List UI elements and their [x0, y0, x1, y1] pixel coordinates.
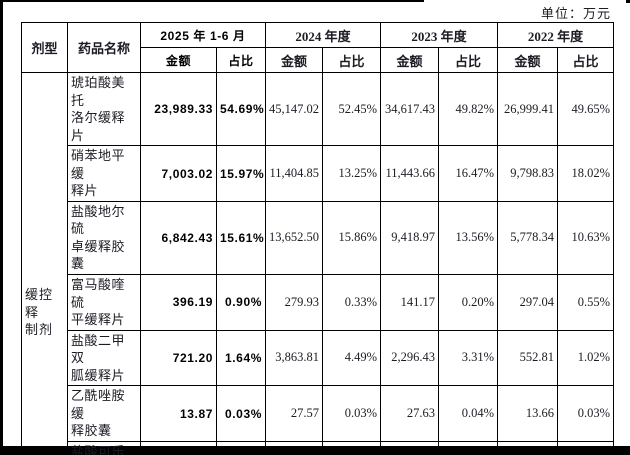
- amount-value: 279.93: [265, 274, 323, 331]
- share-value: 10.63%: [557, 200, 615, 276]
- amount-value: 23,989.33: [140, 71, 217, 147]
- unit-label: 单位：万元: [540, 6, 611, 21]
- amount-value: 11,404.85: [265, 145, 323, 202]
- header-share: 占比: [216, 47, 266, 73]
- share-value: 49.82%: [438, 71, 499, 147]
- header-amount: 金额: [497, 47, 559, 73]
- amount-value: 2,296.43: [380, 329, 440, 387]
- amount-value: 6,842.43: [140, 200, 217, 276]
- share-value: 54.69%: [216, 71, 266, 147]
- amount-value: 27.57: [265, 385, 323, 442]
- drug-name: 琥珀酸美托 洛尔缓释片: [67, 71, 141, 147]
- header-dosage-form: 剂型: [21, 22, 68, 73]
- amount-value: 7,003.02: [140, 145, 217, 202]
- amount-value: 9,418.97: [380, 200, 440, 276]
- drug-name: 乙酰唑胺缓 释胶囊: [67, 385, 141, 442]
- share-value: 1.64%: [216, 329, 266, 387]
- amount-value: 203.14: [380, 440, 440, 455]
- share-value: 0.26%: [557, 440, 615, 455]
- amount-value: 297.04: [497, 274, 559, 331]
- page-edge-top: [0, 0, 424, 2]
- header-period: 2025 年 1-6 月: [140, 22, 266, 48]
- header-period: 2024 年度: [264, 22, 382, 48]
- drug-name: 盐酸二甲双 胍缓释片: [67, 329, 141, 387]
- page-edge-corner: [626, 0, 630, 3]
- share-value: 13.25%: [321, 145, 382, 202]
- share-value: 15.86%: [321, 200, 382, 276]
- share-value: 0.55%: [557, 274, 615, 331]
- amount-value: 13.87: [140, 385, 217, 442]
- table-header: 剂型 药品名称 2025 年 1-6 月 2024 年度 2023 年度 2022 年度金…: [21, 22, 615, 73]
- amount-value: 3,863.81: [265, 329, 323, 387]
- share-value: 0.02%: [216, 440, 266, 455]
- share-value: 16.47%: [438, 145, 499, 202]
- share-value: 52.45%: [321, 71, 382, 147]
- share-value: 0.03%: [321, 385, 382, 442]
- header-amount: 金额: [265, 47, 323, 73]
- amount-value: 34,617.43: [380, 71, 440, 147]
- table-row: 硝苯地平缓 释片 7,003.02 15.97% 11,404.85 13.25% 11,…: [22, 145, 615, 202]
- table-row: 缓控释 制剂 琥珀酸美托 洛尔缓释片 23,989.33 54.69% 45,147.0…: [21, 71, 615, 455]
- drug-name: 盐酸地尔硫 卓缓释胶囊: [67, 200, 141, 276]
- share-value: 1.02%: [557, 329, 615, 387]
- share-value: 0.04%: [438, 385, 499, 442]
- amount-value: 26,999.41: [497, 71, 559, 147]
- dosage-form-group: 缓控释 制剂: [21, 71, 68, 455]
- amount-value: 396.19: [140, 274, 217, 331]
- header-share: 占比: [438, 47, 499, 73]
- amount-value: 721.20: [140, 329, 217, 387]
- header-share: 占比: [321, 47, 382, 73]
- amount-value: 552.81: [497, 329, 559, 387]
- amount-value: 11,443.66: [380, 145, 440, 202]
- header-amount: 金额: [380, 47, 440, 73]
- table-body: 缓控释 制剂 琥珀酸美托 洛尔缓释片 23,989.33 54.69% 45,147.0…: [21, 71, 615, 455]
- share-value: 0.03%: [557, 385, 615, 442]
- amount-value: 142.59: [497, 440, 559, 455]
- amount-value: 8.12: [140, 440, 217, 455]
- header-drug-name: 药品名称: [67, 22, 141, 73]
- header-amount: 金额: [140, 47, 217, 73]
- header-period: 2022 年度: [497, 22, 615, 48]
- share-value: 0.13%: [321, 440, 382, 455]
- drug-sales-table: 剂型 药品名称 2025 年 1-6 月 2024 年度 2023 年度 2022 年度金…: [21, 22, 615, 455]
- drug-name: 硝苯地平缓 释片: [67, 145, 141, 202]
- amount-value: 141.17: [380, 274, 440, 331]
- amount-value: 13,652.50: [265, 200, 323, 276]
- share-value: 3.31%: [438, 329, 499, 387]
- table-row: 盐酸可乐定 缓释片8.120.02%113.320.13%203.140.29%…: [22, 440, 615, 455]
- amount-value: 13.66: [497, 385, 559, 442]
- share-value: 13.56%: [438, 200, 499, 276]
- share-value: 0.20%: [438, 274, 499, 331]
- page-edge-left: [0, 0, 3, 455]
- drug-name: 盐酸可乐定 缓释片: [67, 440, 141, 455]
- share-value: 4.49%: [321, 329, 382, 387]
- share-value: 0.33%: [321, 274, 382, 331]
- share-value: 0.90%: [216, 274, 266, 331]
- header-share: 占比: [557, 47, 615, 73]
- table-row: 乙酰唑胺缓 释胶囊 13.87 0.03% 27.57 0.03% 27.63 0.04% 1…: [22, 385, 615, 442]
- table-row: 富马酸喹硫 平缓释片 396.19 0.90% 279.93 0.33% 141.17 0.…: [22, 274, 615, 331]
- header-period: 2023 年度: [380, 22, 499, 48]
- amount-value: 45,147.02: [265, 71, 323, 147]
- amount-value: 113.32: [265, 440, 323, 455]
- table-row: 盐酸二甲双 胍缓释片 721.20 1.64% 3,863.81 4.49% 2,296.…: [22, 329, 615, 387]
- amount-value: 5,778.34: [497, 200, 559, 276]
- share-value: 15.97%: [216, 145, 266, 202]
- drug-name: 富马酸喹硫 平缓释片: [67, 274, 141, 331]
- amount-value: 27.63: [380, 385, 440, 442]
- share-value: 18.02%: [557, 145, 615, 202]
- share-value: 49.65%: [557, 71, 615, 147]
- share-value: 0.29%: [438, 440, 499, 455]
- share-value: 15.61%: [216, 200, 266, 276]
- share-value: 0.03%: [216, 385, 266, 442]
- table-row: 盐酸地尔硫 卓缓释胶囊 6,842.43 15.61% 13,652.50 15.86%…: [22, 200, 615, 276]
- amount-value: 9,798.83: [497, 145, 559, 202]
